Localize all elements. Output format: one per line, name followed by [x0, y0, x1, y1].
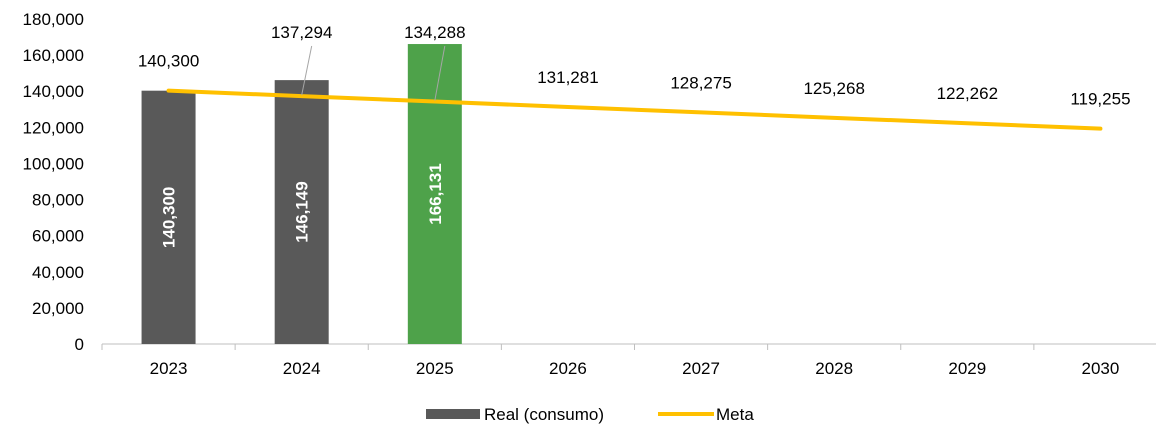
leader-line	[434, 45, 446, 101]
meta-data-label: 125,268	[803, 79, 864, 98]
meta-data-label: 131,281	[537, 68, 598, 87]
leader-line	[301, 45, 313, 96]
x-tick-label: 2029	[948, 359, 986, 378]
bar-data-label: 140,300	[160, 187, 179, 248]
y-tick-label: 80,000	[32, 191, 84, 210]
x-tick-label: 2023	[150, 359, 188, 378]
x-tick-label: 2027	[682, 359, 720, 378]
bar-real	[141, 90, 196, 344]
bar-data-label: 166,131	[426, 163, 445, 224]
x-axis: 2023 2024 2025 2026 2027 2028 2029 2030	[101, 343, 1156, 378]
y-tick-label: 0	[75, 335, 84, 354]
x-tick-label: 2024	[283, 359, 321, 378]
x-tick-label: 2028	[815, 359, 853, 378]
y-tick-label: 120,000	[23, 118, 84, 137]
x-tick-label: 2030	[1082, 359, 1120, 378]
meta-data-label: 119,255	[1070, 90, 1130, 109]
y-tick-label: 160,000	[23, 46, 84, 65]
y-tick-label: 40,000	[32, 263, 84, 282]
meta-data-label: 134,288	[404, 23, 465, 42]
legend: Real (consumo) Meta	[426, 405, 754, 424]
x-tick-label: 2026	[549, 359, 587, 378]
bar-real	[407, 44, 462, 344]
y-tick-label: 100,000	[23, 154, 84, 173]
y-tick-label: 60,000	[32, 227, 84, 246]
meta-data-label: 140,300	[138, 52, 199, 71]
y-tick-label: 20,000	[32, 299, 84, 318]
legend-real-swatch	[426, 409, 480, 419]
legend-meta-label: Meta	[716, 405, 754, 424]
meta-line-group: 140,300 137,294 134,288 131,281 128,275 125,2…	[138, 23, 1131, 131]
bar-data-label: 146,149	[293, 181, 312, 242]
bar-real	[274, 80, 329, 344]
y-axis: 0 20,000 40,000 60,000 80,000 100,000 120,000 1…	[23, 10, 84, 354]
meta-data-label: 122,262	[937, 84, 998, 103]
meta-line	[166, 88, 1103, 131]
meta-data-label: 137,294	[271, 23, 332, 42]
legend-real-label: Real (consumo)	[484, 405, 604, 424]
y-tick-label: 140,000	[23, 82, 84, 101]
bars: 140,300 146,149 166,131	[141, 44, 462, 344]
y-tick-label: 180,000	[23, 10, 84, 29]
x-tick-label: 2025	[416, 359, 454, 378]
meta-data-label: 128,275	[670, 73, 731, 92]
